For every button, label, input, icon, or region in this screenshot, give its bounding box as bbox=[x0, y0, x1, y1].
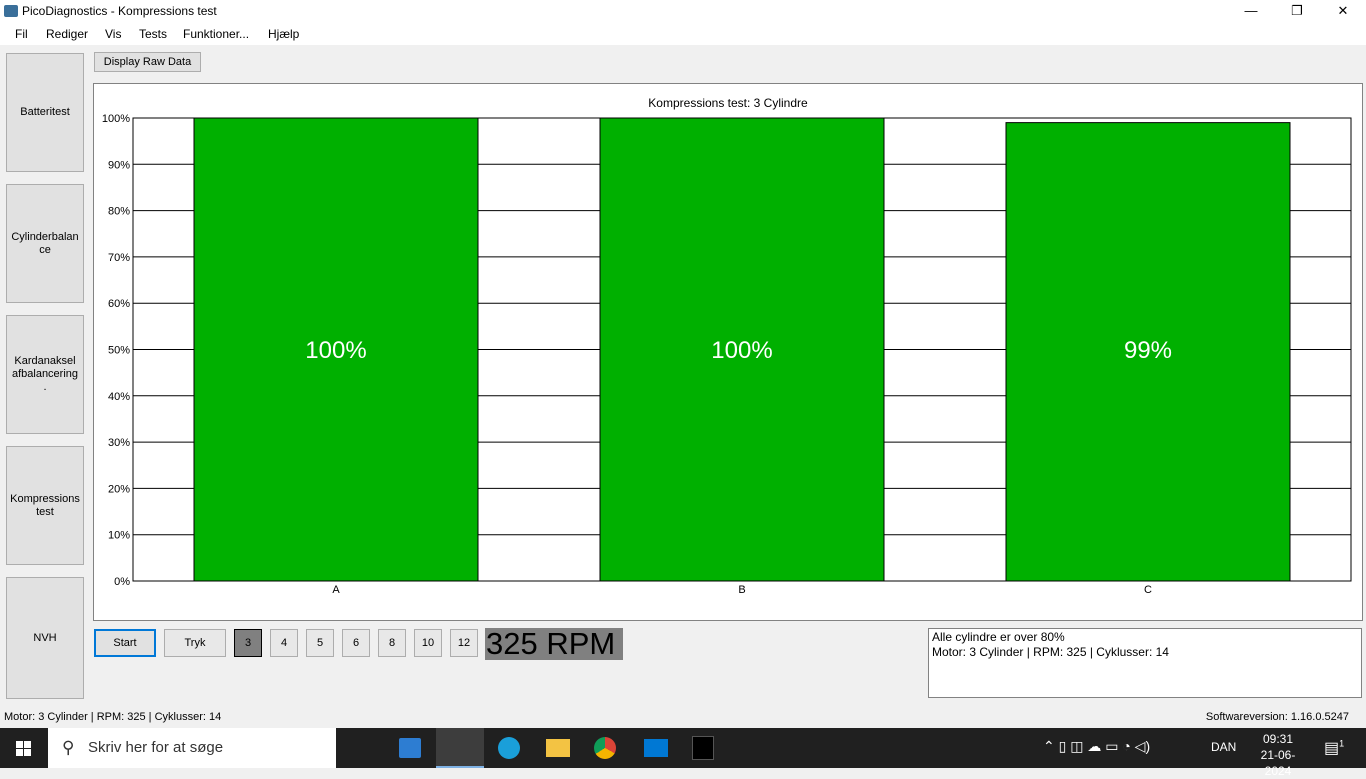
menu-vis[interactable]: Vis bbox=[105, 27, 122, 41]
x-tick-label: B bbox=[738, 584, 745, 596]
bar-value-label: 100% bbox=[305, 337, 366, 364]
tray-icons[interactable]: ⌃ ▯ ◫ ☁ ▭ ◔ ◁) bbox=[1043, 738, 1151, 754]
bar-value-label: 99% bbox=[1124, 337, 1172, 364]
rpm-display: 325 RPM bbox=[485, 628, 623, 660]
maximize-button[interactable]: ❐ bbox=[1291, 3, 1303, 18]
edge-icon[interactable] bbox=[498, 737, 520, 759]
bar-value-label: 100% bbox=[711, 337, 772, 364]
display-raw-data-button[interactable]: Display Raw Data bbox=[94, 52, 201, 72]
message-line: Motor: 3 Cylinder | RPM: 325 | Cyklusser… bbox=[932, 645, 1169, 659]
menu-fil[interactable]: Fil bbox=[15, 27, 28, 41]
search-placeholder: Skriv her for at søge bbox=[88, 739, 224, 756]
message-line: Alle cylindre er over 80% bbox=[932, 630, 1065, 644]
compression-chart: 0% 10% 20% 30% 40% 50% 60% 70% 80% 90% 100% 100% A 10… bbox=[102, 113, 1352, 596]
taskbar: ⚲ Skriv her for at søge ⌃ ▯ ◫ ☁ ▭ ◔ ◁) D… bbox=[0, 728, 1366, 778]
bar bbox=[599, 117, 885, 582]
x-tick-label: A bbox=[332, 584, 340, 596]
store-icon[interactable] bbox=[399, 738, 421, 758]
menu-tests[interactable]: Tests bbox=[139, 27, 168, 41]
window-title: PicoDiagnostics - Kompressions test bbox=[22, 4, 217, 18]
file-explorer-icon[interactable] bbox=[546, 739, 570, 757]
idc-app-icon[interactable] bbox=[692, 736, 714, 760]
y-tick-label: 40% bbox=[108, 391, 130, 403]
bar bbox=[1005, 122, 1291, 582]
menu-rediger[interactable]: Rediger bbox=[46, 27, 89, 41]
title-bar: PicoDiagnostics - Kompressions test — ❐ … bbox=[0, 0, 1366, 23]
status-version: Softwareversion: 1.16.0.5247 bbox=[1205, 711, 1349, 723]
cylinder-count-button-12[interactable]: 12 bbox=[450, 629, 478, 657]
picodiagnostics-taskbar-app[interactable] bbox=[436, 728, 484, 768]
search-icon: ⚲ bbox=[62, 738, 75, 757]
y-tick-label: 80% bbox=[108, 206, 130, 218]
sidebar-kardanaksel[interactable]: Kardanaksel afbalancering . bbox=[6, 315, 84, 434]
y-tick-label: 20% bbox=[108, 483, 130, 495]
tryk-button[interactable]: Tryk bbox=[164, 629, 226, 657]
cylinder-count-button-4[interactable]: 4 bbox=[270, 629, 298, 657]
sidebar-kompressions[interactable]: Kompressions test bbox=[6, 446, 84, 565]
start-button[interactable]: Start bbox=[94, 629, 156, 657]
chrome-icon[interactable] bbox=[594, 737, 616, 759]
y-tick-label: 50% bbox=[108, 345, 130, 357]
sidebar-cylinderbalance[interactable]: Cylinderbalan ce bbox=[6, 184, 84, 303]
start-icon[interactable] bbox=[16, 741, 32, 756]
date: 21-06-2024 bbox=[1260, 748, 1296, 778]
y-tick-label: 0% bbox=[114, 576, 130, 588]
y-tick-label: 70% bbox=[108, 252, 130, 264]
menu-bar bbox=[0, 23, 1366, 45]
y-tick-label: 10% bbox=[108, 530, 130, 542]
notification-count: 1 bbox=[1339, 738, 1345, 749]
language-indicator[interactable]: DAN bbox=[1211, 740, 1237, 754]
bar bbox=[193, 117, 479, 582]
menu-hjaelp[interactable]: Hjælp bbox=[268, 27, 300, 41]
y-tick-label: 30% bbox=[108, 437, 130, 449]
cylinder-count-button-10[interactable]: 10 bbox=[414, 629, 442, 657]
cylinder-count-button-8[interactable]: 8 bbox=[378, 629, 406, 657]
cylinder-count-button-5[interactable]: 5 bbox=[306, 629, 334, 657]
app-icon bbox=[4, 5, 18, 17]
cylinder-count-button-6[interactable]: 6 bbox=[342, 629, 370, 657]
status-left: Motor: 3 Cylinder | RPM: 325 | Cyklusser… bbox=[4, 711, 222, 723]
close-button[interactable]: ✕ bbox=[1337, 3, 1349, 18]
sidebar-nvh[interactable]: NVH bbox=[6, 577, 84, 699]
time: 09:31 bbox=[1262, 732, 1294, 746]
y-tick-label: 100% bbox=[102, 113, 130, 125]
minimize-button[interactable]: — bbox=[1244, 3, 1258, 18]
message-box: Alle cylindre er over 80% Motor: 3 Cylin… bbox=[928, 628, 1362, 698]
y-tick-label: 60% bbox=[108, 298, 130, 310]
menu-funktioner[interactable]: Funktioner... bbox=[183, 27, 250, 41]
cylinder-count-button-3[interactable]: 3 bbox=[234, 629, 262, 657]
mail-icon[interactable] bbox=[644, 739, 668, 757]
clock[interactable]: 09:31 21-06-2024 bbox=[1250, 731, 1306, 779]
y-tick-label: 90% bbox=[108, 159, 130, 171]
search-box[interactable]: ⚲ Skriv her for at søge bbox=[48, 728, 336, 768]
sidebar-batteritest[interactable]: Batteritest bbox=[6, 53, 84, 172]
x-tick-label: C bbox=[1144, 584, 1152, 596]
chart-title: Kompressions test: 3 Cylindre bbox=[648, 96, 808, 110]
notification-icon[interactable]: ▤1 bbox=[1324, 738, 1345, 757]
